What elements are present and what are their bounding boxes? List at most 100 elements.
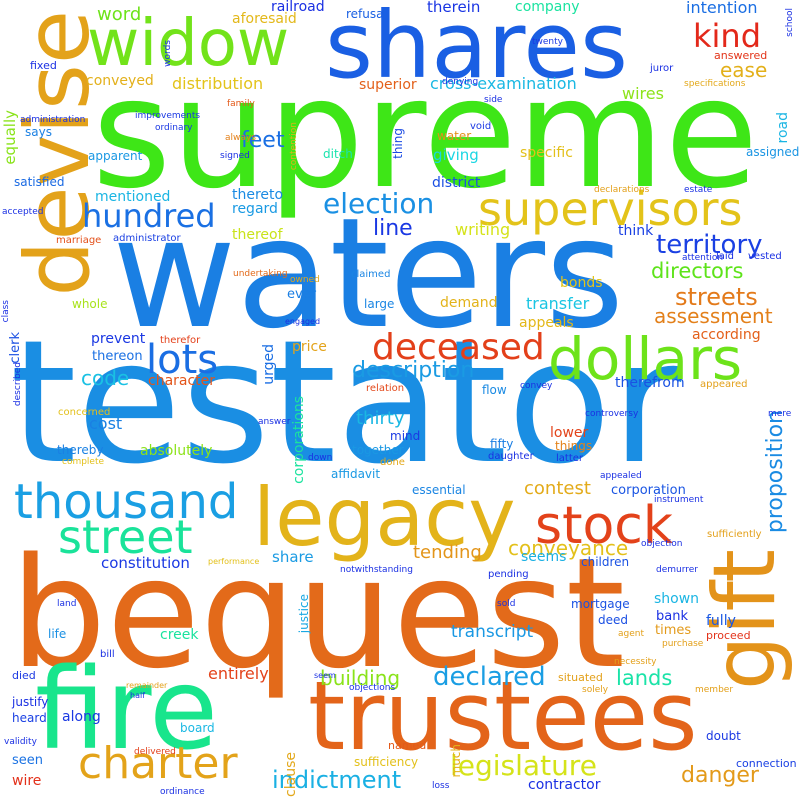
word: much [449, 744, 463, 778]
word: notwithstanding [340, 565, 413, 575]
word: hundred [82, 197, 216, 235]
word: board [180, 721, 215, 735]
word: proceed [706, 629, 751, 642]
word: corporations [291, 396, 307, 484]
word: estate [684, 185, 713, 195]
word: performance [208, 557, 260, 566]
word: sold [497, 599, 516, 609]
word: danger [681, 763, 759, 788]
word: specifications [684, 79, 746, 89]
word: attention [682, 253, 724, 263]
word: objection [641, 539, 683, 549]
word: fully [706, 613, 736, 629]
word: engaged [285, 317, 321, 326]
word: remainder [126, 681, 168, 690]
word: thereby [57, 443, 104, 457]
word: situated [558, 671, 603, 684]
word: equally [1, 110, 19, 165]
word: controversy [585, 409, 639, 419]
word: deed [598, 613, 628, 627]
word: entirely [208, 664, 269, 683]
word: legacy [253, 471, 516, 564]
word: election [323, 187, 435, 220]
word: railroad [271, 0, 325, 15]
word: fixed [30, 59, 57, 72]
word: owned [290, 275, 320, 285]
word: kind [693, 17, 762, 55]
word: clerk [8, 332, 23, 364]
word: prevent [91, 331, 146, 347]
word: loss [432, 781, 450, 791]
word: connection [736, 757, 797, 770]
word: contention [289, 122, 299, 171]
word: legislature [450, 749, 597, 782]
word: appeals [519, 315, 574, 331]
word: transcript [451, 622, 534, 642]
word: fire [35, 645, 219, 775]
word: therefrom [615, 375, 685, 391]
word: urged [261, 344, 277, 385]
word: sufficiently [707, 529, 762, 540]
word: refusal [346, 7, 387, 21]
word: solely [582, 685, 609, 695]
word: wires [622, 84, 664, 103]
word: complete [62, 457, 105, 467]
word: creek [160, 627, 199, 643]
word: instrument [654, 495, 704, 505]
word: therein [427, 0, 481, 16]
word: thereon [92, 349, 143, 364]
word: described [13, 362, 23, 407]
word: streets [675, 283, 758, 311]
word: lots [146, 337, 219, 383]
word: claimed [351, 269, 391, 280]
word: appeared [700, 379, 748, 390]
word: fifty [490, 437, 514, 451]
word: undertaking [233, 269, 288, 279]
word: done [380, 457, 405, 468]
word: lower [550, 425, 589, 441]
word: wire [12, 773, 42, 789]
word: trustees [308, 662, 698, 772]
word: necessity [614, 657, 657, 667]
word: latter [556, 453, 584, 464]
word: bank [656, 609, 688, 624]
word: supreme [92, 45, 759, 222]
word: down [308, 453, 333, 463]
word: deceased [372, 327, 545, 368]
word: water [437, 129, 472, 143]
word: vested [748, 251, 782, 262]
word: accepted [2, 207, 44, 217]
word: distribution [172, 74, 264, 93]
word: satisfied [14, 175, 65, 189]
word: twenty [532, 37, 563, 47]
word: constitution [101, 554, 190, 572]
word: think [618, 223, 654, 239]
word: declared [433, 662, 546, 692]
word: indictment [272, 766, 402, 794]
word: directors [651, 259, 744, 283]
word: seem [314, 671, 336, 680]
word: family [227, 99, 255, 109]
word: word [97, 4, 142, 25]
word: objections [349, 683, 396, 693]
word: essential [412, 483, 466, 497]
word: improvements [135, 111, 201, 121]
word: supervisors [478, 182, 743, 236]
word: flow [482, 383, 507, 397]
word: life [48, 627, 67, 641]
word: relation [366, 383, 405, 394]
word: administration [20, 115, 86, 125]
word: ordinance [160, 787, 205, 797]
word: laid [716, 251, 735, 262]
word: times [655, 623, 692, 638]
word: widow [87, 7, 290, 81]
word: thirty [356, 408, 405, 429]
word: code [81, 366, 130, 390]
word: signed [220, 151, 250, 161]
word: mere [768, 409, 792, 419]
word: thing [391, 128, 405, 159]
word: demurrer [656, 565, 699, 575]
word: conveyance [508, 536, 629, 560]
word: specific [520, 145, 573, 161]
